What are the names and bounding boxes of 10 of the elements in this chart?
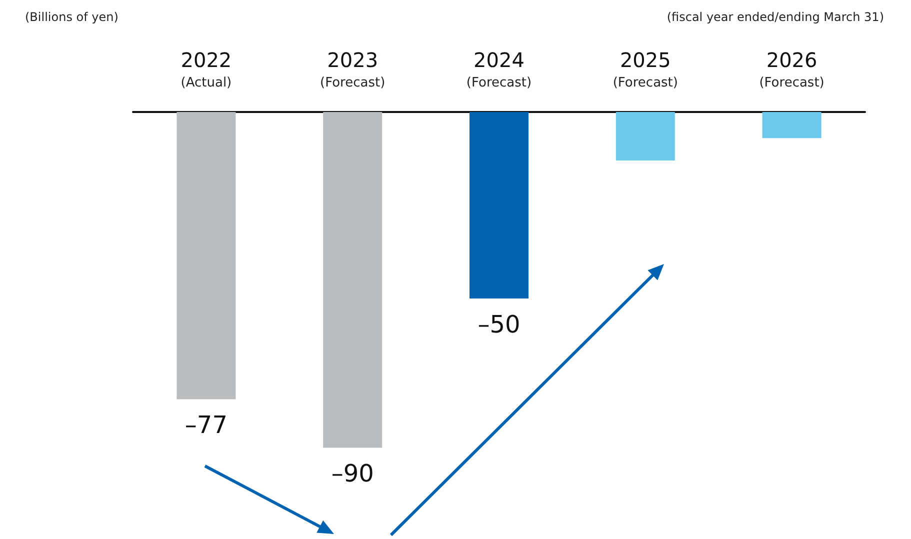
x-tick-label: 2023 (Forecast) bbox=[320, 48, 386, 90]
data-label: –50 bbox=[478, 310, 520, 338]
text: (Billions of yen) bbox=[25, 10, 118, 24]
x-tick-label: 2026 (Forecast) bbox=[759, 48, 824, 90]
x-tick-label: 2024 (Forecast) bbox=[466, 48, 532, 90]
x-tick-label: 2025 (Forecast) bbox=[612, 48, 678, 90]
x-tick-label: 2022 (Actual) bbox=[180, 48, 232, 90]
data-label: –90 bbox=[331, 460, 374, 488]
data-label: –77 bbox=[184, 411, 228, 440]
text: (fiscal year ended/ending March 31) bbox=[666, 10, 884, 24]
